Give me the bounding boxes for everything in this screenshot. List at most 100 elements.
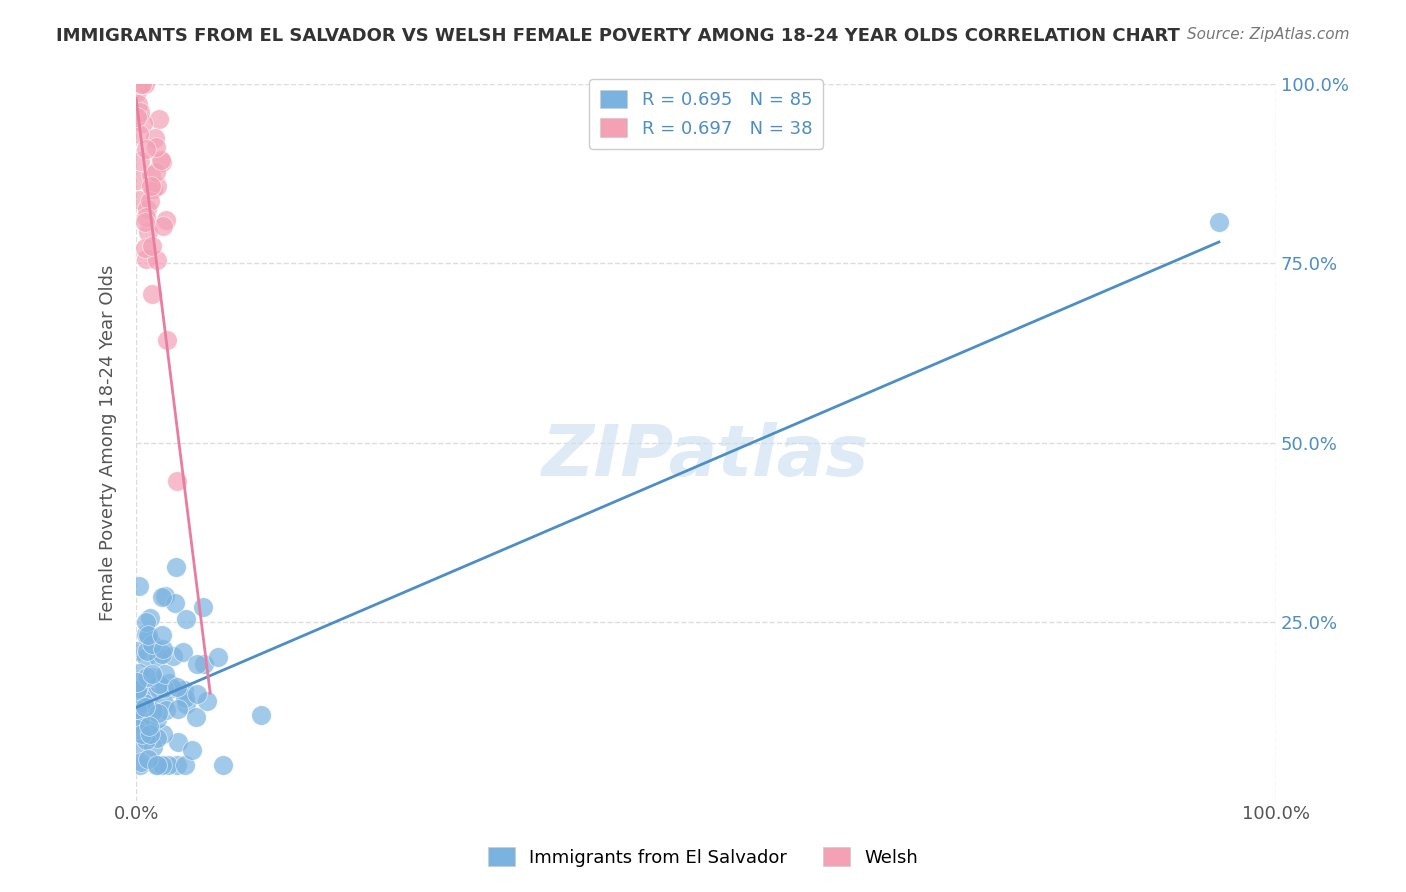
Point	[153, 589, 176, 603]
Point	[193, 657, 215, 671]
Point	[142, 704, 165, 718]
Point	[138, 633, 160, 648]
Point	[128, 78, 150, 92]
Point	[127, 722, 149, 736]
Point	[166, 680, 188, 694]
Point	[131, 116, 153, 130]
Point	[155, 702, 177, 716]
Point	[145, 757, 167, 772]
Point	[127, 702, 149, 716]
Point	[141, 670, 163, 684]
Point	[162, 649, 184, 664]
Point	[127, 675, 149, 690]
Point	[145, 757, 167, 772]
Point	[186, 687, 208, 701]
Point	[135, 615, 157, 629]
Point	[139, 179, 162, 194]
Point	[128, 193, 150, 207]
Point	[135, 210, 157, 224]
Point	[142, 182, 165, 196]
Point	[134, 241, 156, 255]
Point	[156, 333, 179, 347]
Point	[141, 239, 163, 253]
Point	[143, 131, 166, 145]
Point	[139, 194, 162, 209]
Point	[127, 85, 149, 99]
Point	[207, 649, 229, 664]
Point	[134, 696, 156, 710]
Point	[148, 112, 170, 126]
Point	[128, 665, 150, 680]
Point	[136, 644, 159, 658]
Point	[173, 757, 195, 772]
Point	[173, 683, 195, 698]
Point	[186, 657, 208, 671]
Point	[136, 202, 159, 216]
Point	[141, 637, 163, 651]
Point	[136, 628, 159, 642]
Point	[150, 757, 173, 772]
Point	[127, 110, 149, 124]
Point	[145, 712, 167, 726]
Y-axis label: Female Poverty Among 18-24 Year Olds: Female Poverty Among 18-24 Year Olds	[100, 264, 117, 621]
Point	[128, 714, 150, 729]
Point	[152, 727, 174, 741]
Point	[139, 727, 162, 741]
Point	[132, 708, 155, 723]
Legend: Immigrants from El Salvador, Welsh: Immigrants from El Salvador, Welsh	[481, 840, 925, 874]
Point	[127, 644, 149, 658]
Point	[157, 675, 180, 690]
Point	[129, 755, 152, 769]
Point	[153, 681, 176, 696]
Point	[127, 172, 149, 186]
Point	[136, 752, 159, 766]
Point	[129, 104, 152, 119]
Point	[131, 78, 153, 92]
Point	[128, 680, 150, 694]
Point	[127, 96, 149, 111]
Point	[165, 596, 187, 610]
Point	[152, 219, 174, 233]
Point	[135, 733, 157, 747]
Point	[150, 153, 173, 167]
Point	[127, 681, 149, 695]
Text: ZIPatlas: ZIPatlas	[543, 422, 870, 491]
Point	[174, 691, 197, 706]
Point	[142, 739, 165, 754]
Point	[176, 697, 198, 711]
Point	[141, 666, 163, 681]
Point	[184, 710, 207, 724]
Point	[167, 702, 190, 716]
Point	[128, 579, 150, 593]
Point	[145, 165, 167, 179]
Point	[153, 667, 176, 681]
Point	[180, 743, 202, 757]
Point	[138, 719, 160, 733]
Point	[172, 645, 194, 659]
Point	[152, 696, 174, 710]
Point	[150, 647, 173, 661]
Point	[166, 757, 188, 772]
Point	[134, 78, 156, 92]
Point	[127, 683, 149, 698]
Point	[165, 559, 187, 574]
Point	[138, 689, 160, 703]
Point	[135, 650, 157, 665]
Point	[135, 252, 157, 267]
Point	[150, 155, 173, 169]
Point	[139, 611, 162, 625]
Point	[135, 670, 157, 684]
Point	[146, 252, 169, 267]
Point	[136, 719, 159, 733]
Point	[166, 474, 188, 488]
Point	[191, 599, 214, 614]
Point	[145, 140, 167, 154]
Point	[129, 154, 152, 169]
Point	[148, 677, 170, 691]
Point	[135, 627, 157, 641]
Point	[250, 708, 273, 723]
Point	[148, 649, 170, 664]
Point	[131, 701, 153, 715]
Point	[146, 706, 169, 720]
Point	[136, 225, 159, 239]
